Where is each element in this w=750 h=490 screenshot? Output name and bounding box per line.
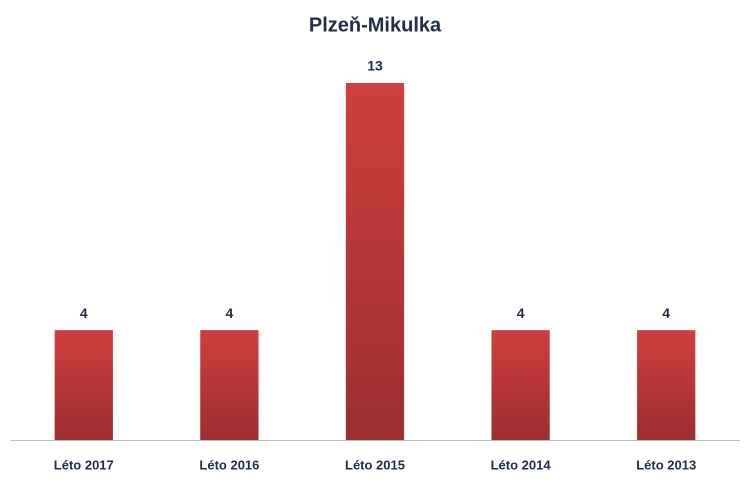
data-label: 4 [80,305,88,321]
x-tick-label: Léto 2015 [345,457,405,472]
x-tick-label: Léto 2013 [636,457,696,472]
bar [491,330,550,440]
data-label: 4 [662,305,670,321]
bar [200,330,259,440]
data-label: 13 [367,58,383,74]
x-tick-label: Léto 2016 [199,457,259,472]
x-tick-label: Léto 2017 [54,457,114,472]
chart-title: Plzeň-Mikulka [309,14,442,36]
data-label: 4 [226,305,234,321]
bar [345,83,405,440]
bar [54,330,113,440]
data-label: 4 [517,305,525,321]
bar [637,330,696,440]
x-tick-label: Léto 2014 [491,457,552,472]
